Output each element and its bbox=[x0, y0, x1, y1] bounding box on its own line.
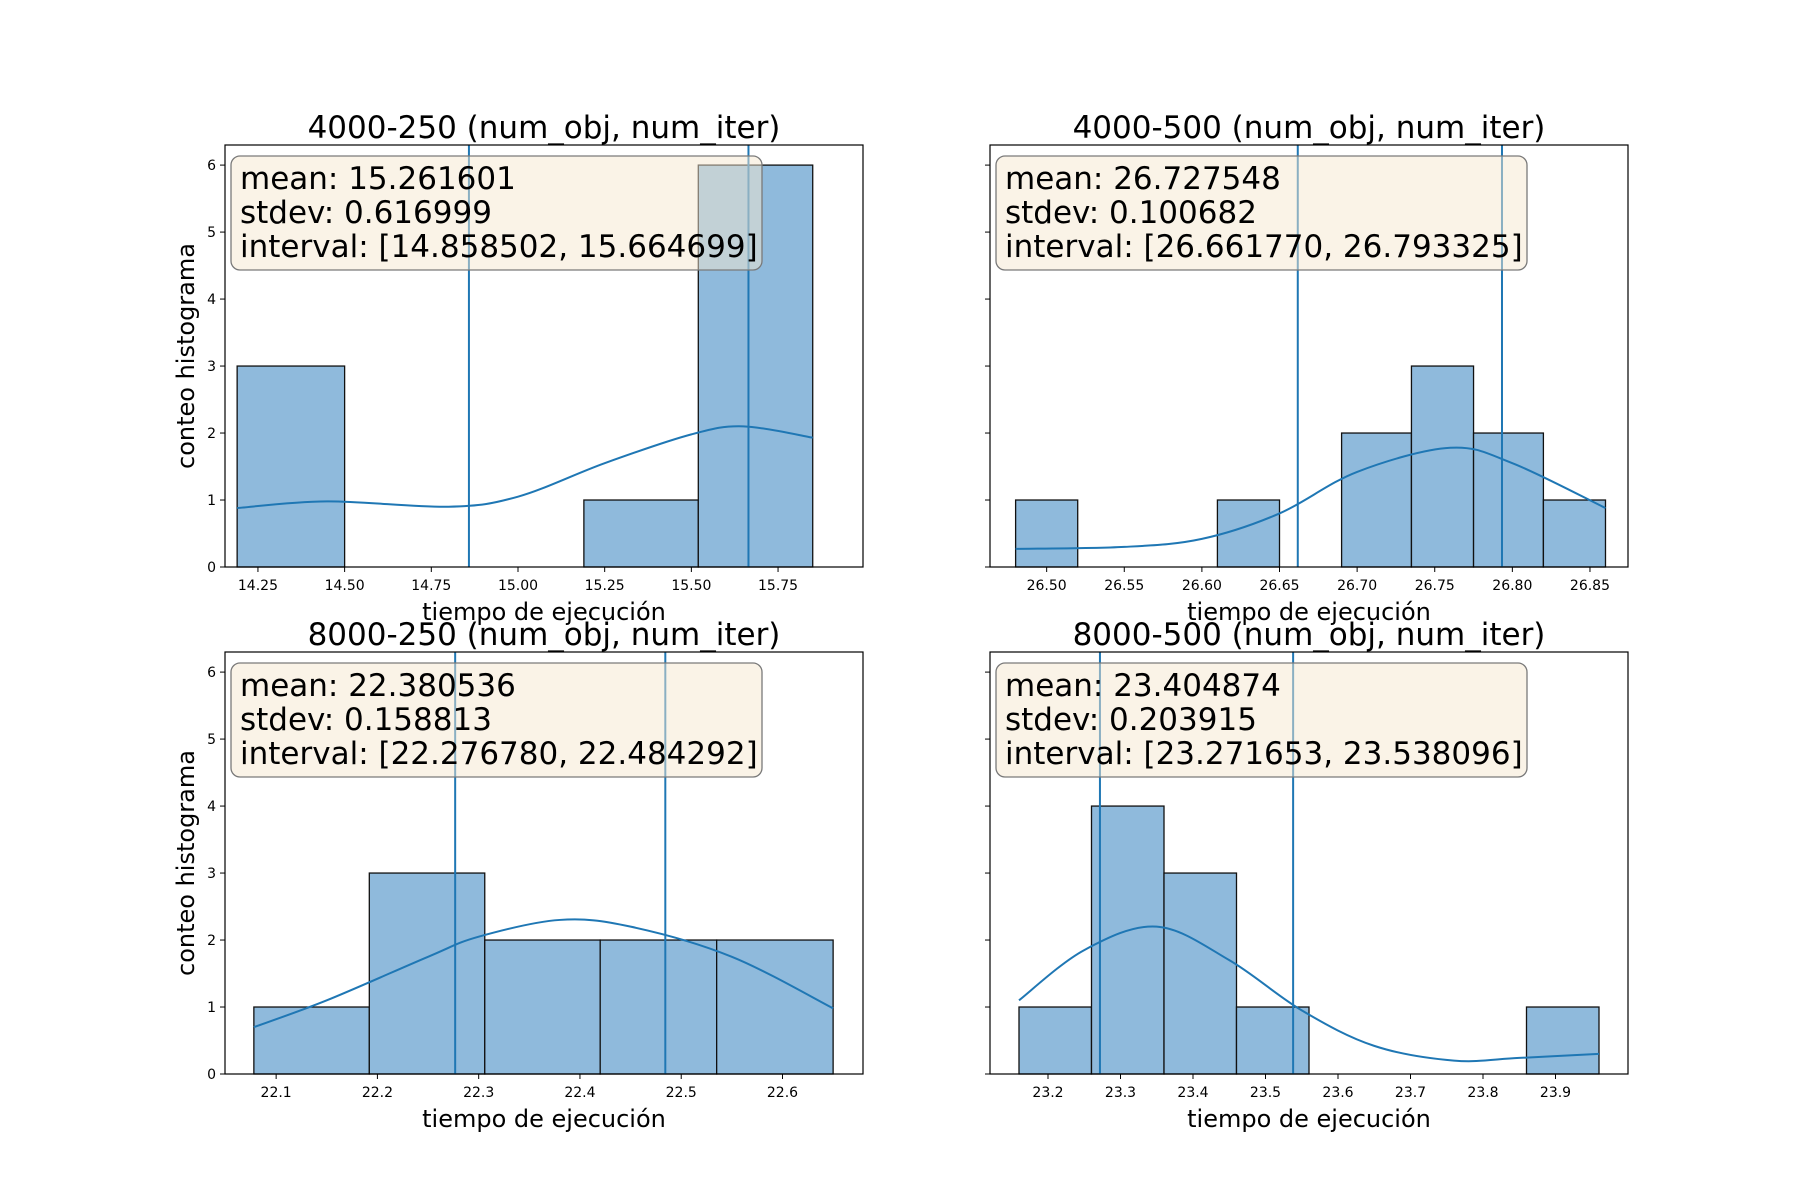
chart-title: 4000-500 (num_obj, num_iter) bbox=[1073, 110, 1546, 146]
y-tick-label: 2 bbox=[207, 426, 216, 442]
x-tick-label: 22.1 bbox=[261, 1085, 292, 1101]
y-tick-label: 1 bbox=[207, 493, 216, 509]
stats-interval: interval: [14.858502, 15.664699] bbox=[240, 229, 758, 265]
x-tick-label: 15.50 bbox=[671, 578, 711, 594]
histogram-bar bbox=[484, 939, 601, 1075]
axes-frame bbox=[224, 651, 864, 1075]
histogram-bar bbox=[1542, 499, 1607, 568]
axes-frame bbox=[989, 144, 1629, 568]
histogram-bar bbox=[253, 1006, 370, 1075]
chart-panel-1: 4000-250 (num_obj, num_iter) mean: 15.261… bbox=[172, 110, 864, 626]
chart-title: 8000-250 (num_obj, num_iter) bbox=[308, 617, 781, 653]
y-tick-label: 6 bbox=[207, 665, 216, 681]
histogram-bar bbox=[1410, 365, 1475, 568]
y-tick-label: 4 bbox=[207, 799, 216, 815]
stats-stdev: stdev: 0.616999 bbox=[240, 195, 492, 231]
histogram-bar bbox=[1018, 1006, 1093, 1075]
kde-curve bbox=[1015, 446, 1606, 550]
y-tick-label: 5 bbox=[207, 225, 216, 241]
x-tick-label: 26.70 bbox=[1337, 578, 1377, 594]
stats-box bbox=[230, 662, 763, 778]
chart-panel-4: 8000-500 (num_obj, num_iter) mean: 23.404… bbox=[985, 617, 1629, 1133]
x-tick-label: 14.75 bbox=[411, 578, 451, 594]
x-tick-label: 14.25 bbox=[238, 578, 278, 594]
x-tick-label: 23.8 bbox=[1467, 1085, 1498, 1101]
x-tick-label: 22.5 bbox=[666, 1085, 697, 1101]
y-tick-label: 4 bbox=[207, 292, 216, 308]
x-tick-label: 26.85 bbox=[1570, 578, 1610, 594]
x-tick-label: 23.7 bbox=[1395, 1085, 1426, 1101]
chart-title: 8000-500 (num_obj, num_iter) bbox=[1073, 617, 1546, 653]
y-tick-label: 1 bbox=[207, 1000, 216, 1016]
histogram-bar bbox=[1014, 499, 1079, 568]
histogram-bar bbox=[1472, 432, 1545, 568]
x-tick-label: 26.80 bbox=[1492, 578, 1532, 594]
x-tick-label: 22.4 bbox=[564, 1085, 595, 1101]
chart-panel-2: 4000-500 (num_obj, num_iter) mean: 26.727… bbox=[985, 110, 1629, 626]
x-tick-label: 23.9 bbox=[1540, 1085, 1571, 1101]
x-tick-label: 23.4 bbox=[1177, 1085, 1208, 1101]
axes-frame bbox=[224, 144, 864, 568]
x-tick-label: 26.55 bbox=[1104, 578, 1144, 594]
x-tick-label: 23.2 bbox=[1032, 1085, 1063, 1101]
x-tick-label: 15.00 bbox=[498, 578, 538, 594]
y-tick-label: 3 bbox=[207, 359, 216, 375]
x-tick-label: 22.3 bbox=[463, 1085, 494, 1101]
x-tick-label: 26.50 bbox=[1027, 578, 1067, 594]
stats-stdev: stdev: 0.158813 bbox=[240, 702, 492, 738]
x-tick-label: 22.2 bbox=[362, 1085, 393, 1101]
x-tick-label: 26.65 bbox=[1259, 578, 1299, 594]
stats-interval: interval: [22.276780, 22.484292] bbox=[240, 736, 758, 772]
histogram-bar bbox=[599, 939, 718, 1075]
axes-frame bbox=[989, 651, 1629, 1075]
stats-mean: mean: 15.261601 bbox=[240, 161, 516, 197]
histogram-bar bbox=[1163, 872, 1238, 1075]
x-tick-label: 23.6 bbox=[1322, 1085, 1353, 1101]
x-axis-label: tiempo de ejecución bbox=[1187, 1105, 1431, 1133]
stats-stdev: stdev: 0.203915 bbox=[1005, 702, 1257, 738]
chart-title: 4000-250 (num_obj, num_iter) bbox=[308, 110, 781, 146]
x-axis-label: tiempo de ejecución bbox=[422, 1105, 666, 1133]
histogram-bar bbox=[1235, 1006, 1310, 1075]
x-tick-label: 15.75 bbox=[758, 578, 798, 594]
x-tick-label: 22.6 bbox=[767, 1085, 798, 1101]
y-tick-label: 5 bbox=[207, 732, 216, 748]
kde-curve bbox=[1018, 925, 1600, 1063]
stats-box bbox=[995, 662, 1528, 778]
stats-interval: interval: [23.271653, 23.538096] bbox=[1005, 736, 1523, 772]
y-axis-label: conteo histograma bbox=[172, 243, 200, 469]
y-tick-label: 2 bbox=[207, 933, 216, 949]
histogram-bar bbox=[716, 939, 834, 1075]
x-tick-label: 23.3 bbox=[1105, 1085, 1136, 1101]
histogram-bar bbox=[1340, 432, 1413, 568]
stats-box bbox=[230, 155, 763, 271]
histogram-bar bbox=[236, 365, 346, 568]
chart-panel-3: 8000-250 (num_obj, num_iter) mean: 22.380… bbox=[172, 617, 864, 1133]
y-tick-label: 0 bbox=[207, 560, 216, 576]
stats-mean: mean: 22.380536 bbox=[240, 668, 516, 704]
x-axis-label: tiempo de ejecución bbox=[1187, 598, 1431, 626]
kde-curve bbox=[253, 918, 834, 1029]
stats-mean: mean: 23.404874 bbox=[1005, 668, 1281, 704]
stats-mean: mean: 26.727548 bbox=[1005, 161, 1281, 197]
histogram-bar bbox=[1525, 1006, 1600, 1075]
histogram-bar bbox=[1216, 499, 1281, 568]
x-tick-label: 15.25 bbox=[585, 578, 625, 594]
y-tick-label: 3 bbox=[207, 866, 216, 882]
x-tick-label: 23.5 bbox=[1250, 1085, 1281, 1101]
y-tick-label: 6 bbox=[207, 158, 216, 174]
stats-stdev: stdev: 0.100682 bbox=[1005, 195, 1257, 231]
kde-curve bbox=[237, 425, 813, 510]
histogram-bar bbox=[368, 872, 486, 1075]
stats-interval: interval: [26.661770, 26.793325] bbox=[1005, 229, 1523, 265]
x-axis-label: tiempo de ejecución bbox=[422, 598, 666, 626]
y-tick-label: 0 bbox=[207, 1067, 216, 1083]
histogram-bar bbox=[583, 499, 699, 568]
y-axis-label: conteo histograma bbox=[172, 750, 200, 976]
x-tick-label: 14.50 bbox=[325, 578, 365, 594]
x-tick-label: 26.75 bbox=[1415, 578, 1455, 594]
x-tick-label: 26.60 bbox=[1182, 578, 1222, 594]
stats-box bbox=[995, 155, 1528, 271]
